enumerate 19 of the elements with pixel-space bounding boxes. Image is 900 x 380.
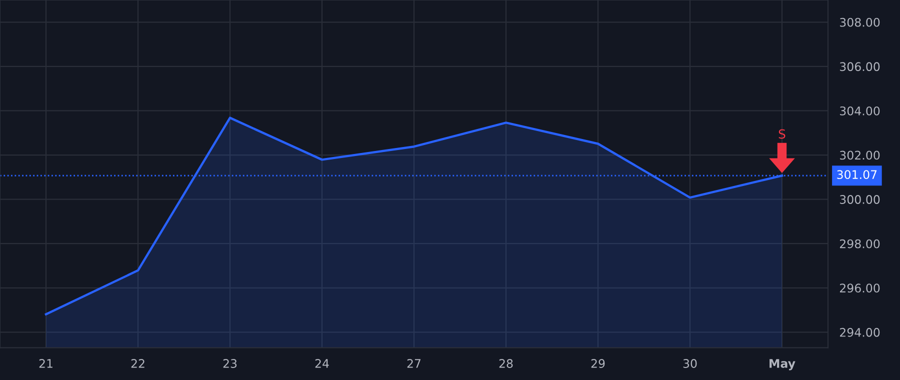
x-tick-label: 23 (223, 359, 237, 368)
y-tick-label: 306.00 (840, 62, 880, 72)
x-tick-label: 28 (499, 359, 513, 368)
x-tick-label: 30 (683, 359, 697, 368)
x-tick-label: 21 (39, 359, 52, 368)
y-tick-label: 294.00 (840, 328, 880, 337)
x-tick-label: 27 (407, 359, 420, 368)
x-tick-label: 29 (591, 359, 605, 368)
y-tick-label: 296.00 (840, 284, 880, 293)
y-tick-label: 304.00 (840, 106, 880, 116)
annotation: S (778, 129, 786, 139)
x-tick-label: 24 (315, 359, 329, 368)
y-tick-label: 298.00 (840, 239, 880, 248)
x-tick-label: May (770, 359, 796, 370)
y-tick-label: 308.00 (840, 18, 880, 27)
ref-line-label: 301.07 (837, 170, 877, 180)
y-tick-label: 300.00 (840, 195, 880, 204)
y-tick-label: 302.00 (840, 150, 880, 160)
x-tick-label: 22 (131, 359, 144, 368)
